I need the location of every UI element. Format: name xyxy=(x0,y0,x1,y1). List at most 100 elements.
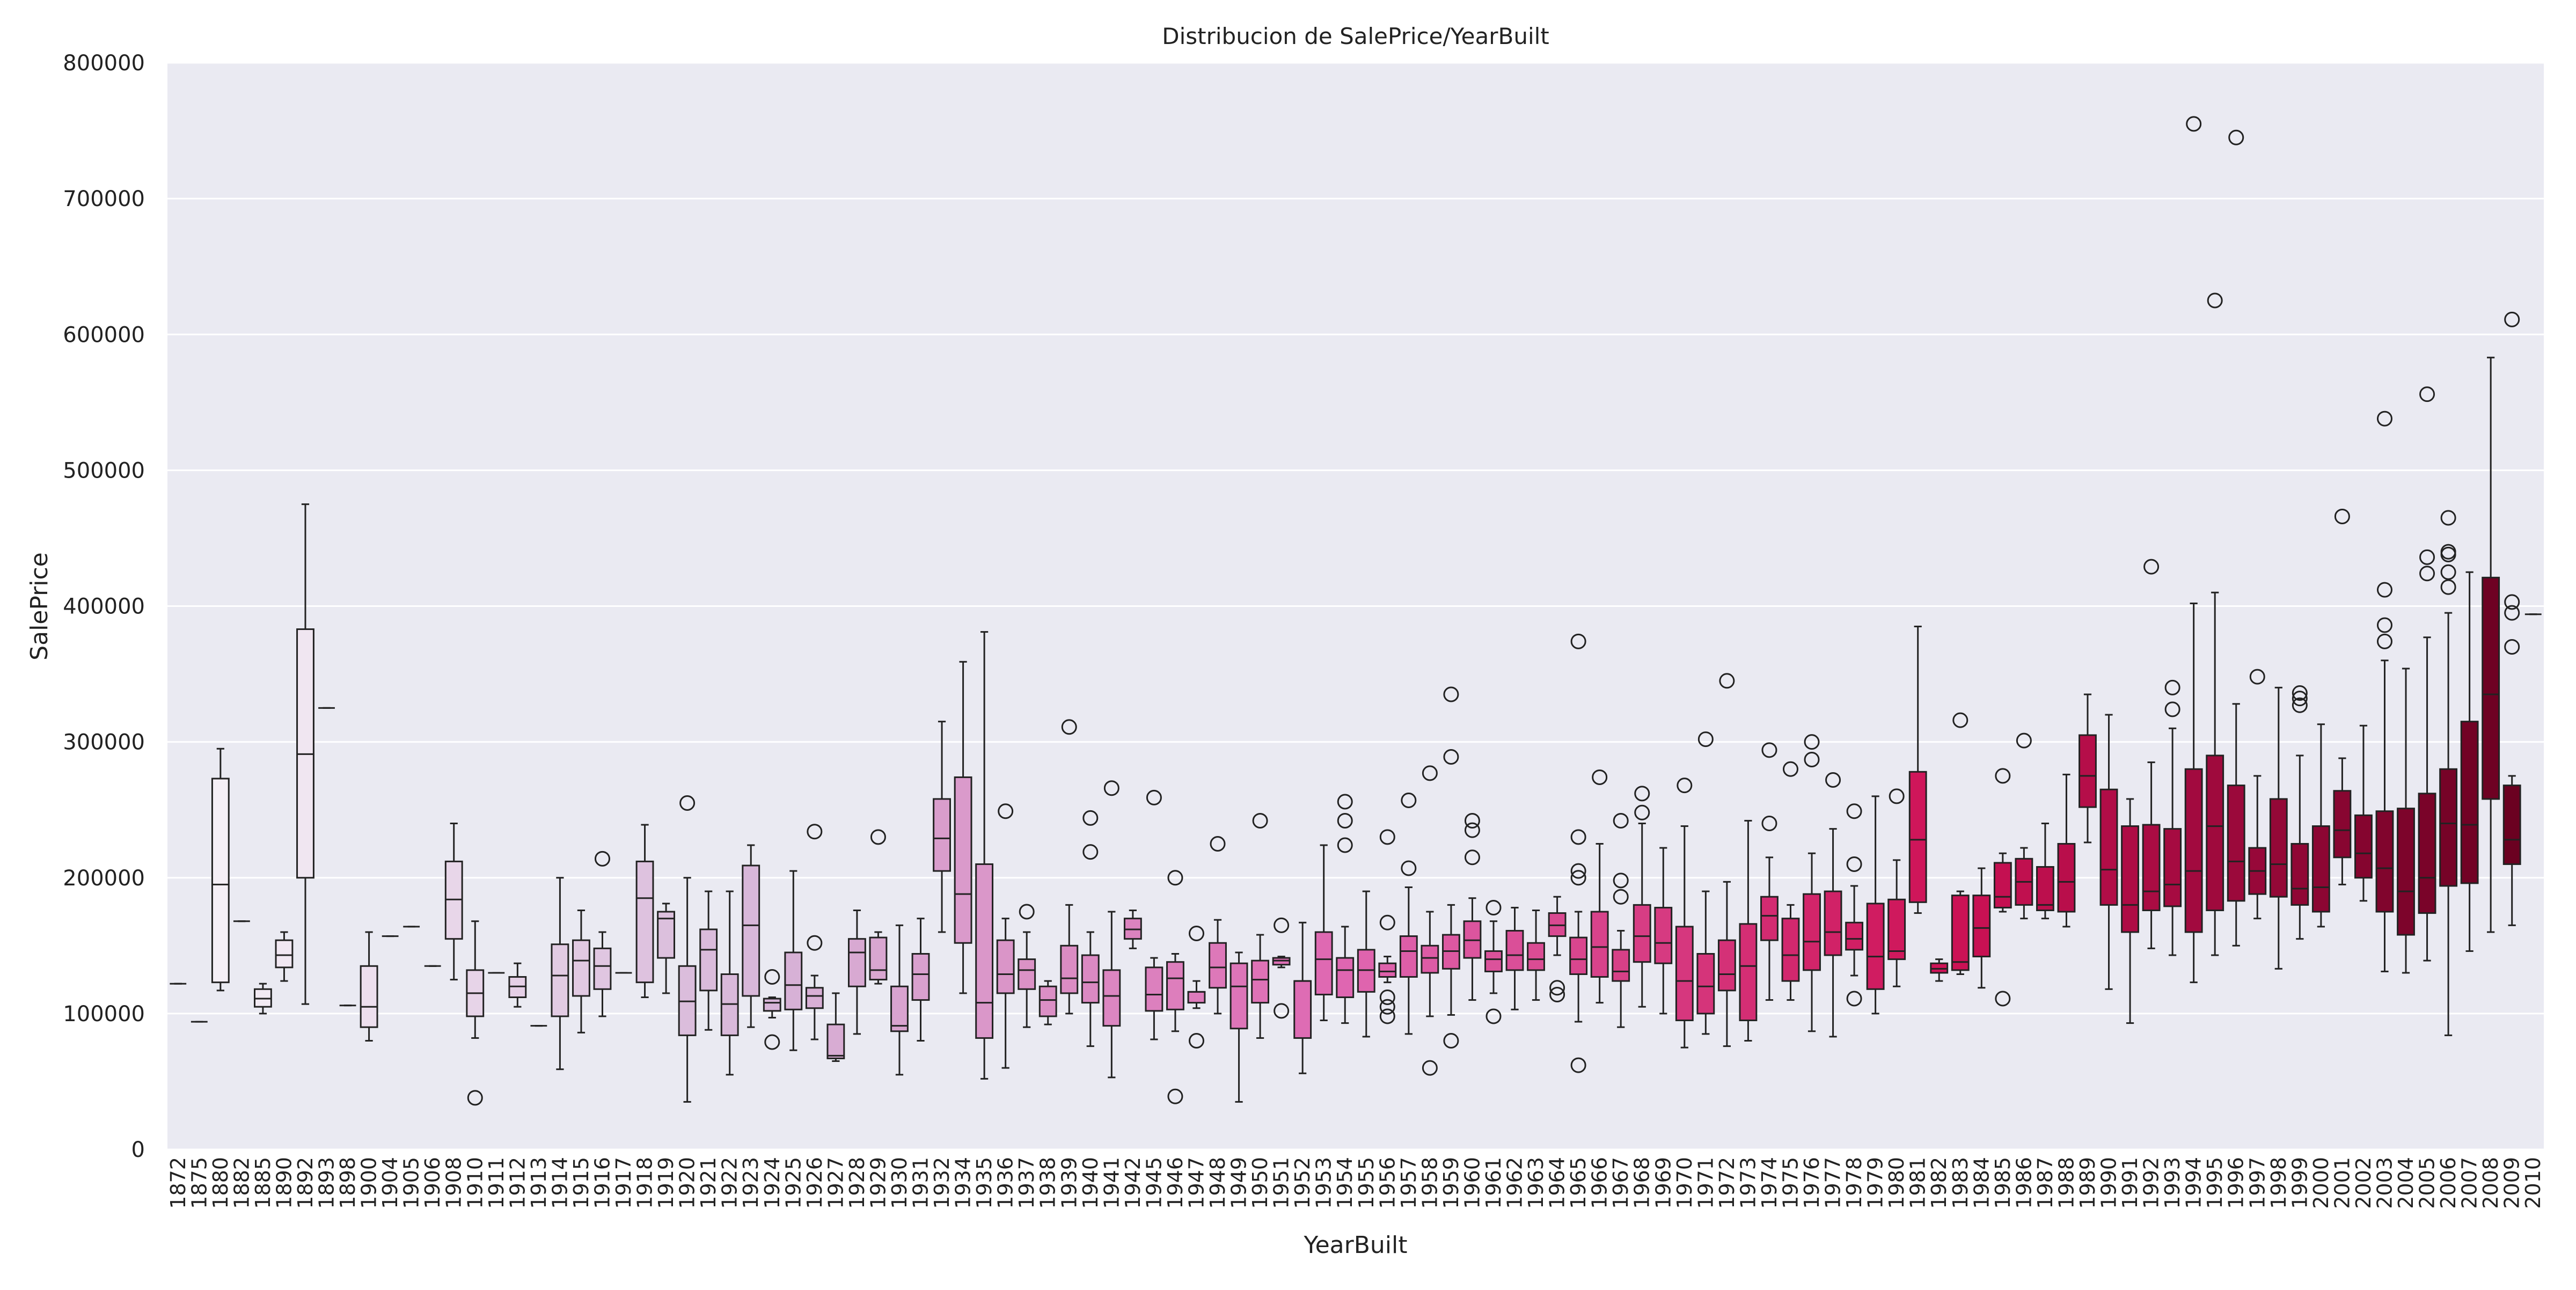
x-tick-label: 1920 xyxy=(676,1157,699,1209)
x-tick-label: 1987 xyxy=(2033,1157,2057,1209)
box-group xyxy=(212,749,229,991)
box-iqr xyxy=(1252,961,1269,1002)
y-tick-label: 0 xyxy=(131,1138,145,1162)
x-tick-label: 1927 xyxy=(824,1157,847,1209)
box-iqr xyxy=(636,861,653,982)
box-iqr xyxy=(2164,829,2181,906)
box-iqr xyxy=(2419,794,2435,913)
x-tick-label: 1997 xyxy=(2245,1157,2269,1209)
box-iqr xyxy=(1506,930,1523,970)
x-tick-label: 1949 xyxy=(1227,1157,1251,1209)
box-iqr xyxy=(1952,896,1968,970)
box-iqr xyxy=(1613,950,1629,981)
x-tick-label: 1999 xyxy=(2288,1157,2311,1209)
box-iqr xyxy=(2143,825,2160,910)
box-iqr xyxy=(361,966,377,1027)
y-tick-label: 400000 xyxy=(63,595,145,619)
x-tick-label: 1946 xyxy=(1163,1157,1187,1209)
x-tick-label: 1937 xyxy=(1015,1157,1038,1209)
x-tick-label: 1931 xyxy=(909,1157,933,1209)
x-tick-label: 2003 xyxy=(2373,1157,2396,1209)
x-tick-label: 1953 xyxy=(1312,1157,1336,1209)
x-tick-label: 2001 xyxy=(2330,1157,2354,1209)
x-tick-label: 1923 xyxy=(739,1157,763,1209)
box-iqr xyxy=(1591,912,1608,977)
x-tick-label: 1976 xyxy=(1800,1157,1824,1209)
x-tick-label: 1977 xyxy=(1821,1157,1845,1209)
x-tick-label: 1906 xyxy=(421,1157,444,1209)
x-tick-label: 1940 xyxy=(1079,1157,1102,1209)
x-tick-label: 2010 xyxy=(2521,1157,2545,1209)
x-tick-label: 1989 xyxy=(2076,1157,2099,1209)
box-iqr xyxy=(1400,936,1417,977)
box-iqr xyxy=(2461,722,2478,883)
x-tick-label: 1900 xyxy=(357,1157,381,1209)
box-iqr xyxy=(955,777,971,943)
box-iqr xyxy=(1146,967,1162,1011)
x-tick-label: 1898 xyxy=(336,1157,360,1209)
x-tick-label: 1947 xyxy=(1184,1157,1208,1209)
box-iqr xyxy=(2504,786,2520,864)
x-tick-label: 1965 xyxy=(1567,1157,1590,1209)
box-iqr xyxy=(764,999,780,1011)
x-tick-label: 1984 xyxy=(1970,1157,1993,1209)
box-iqr xyxy=(2185,769,2202,932)
x-tick-label: 1971 xyxy=(1694,1157,1717,1209)
box-iqr xyxy=(1973,896,1990,957)
y-tick-label: 500000 xyxy=(63,458,145,483)
box-iqr xyxy=(1761,897,1778,940)
box-iqr xyxy=(1825,891,1841,955)
box-iqr xyxy=(997,940,1014,993)
x-tick-label: 1969 xyxy=(1651,1157,1675,1209)
box-iqr xyxy=(806,988,823,1008)
x-tick-label: 1956 xyxy=(1375,1157,1399,1209)
box-iqr xyxy=(1570,937,1587,974)
x-tick-label: 1928 xyxy=(845,1157,869,1209)
x-tick-label: 1970 xyxy=(1673,1157,1696,1209)
x-tick-label: 1974 xyxy=(1758,1157,1781,1209)
box-iqr xyxy=(2292,844,2308,905)
x-tick-label: 1975 xyxy=(1779,1157,1802,1209)
box-iqr xyxy=(1994,863,2011,908)
x-tick-label: 1872 xyxy=(166,1157,190,1209)
box-iqr xyxy=(1697,954,1714,1014)
x-tick-labels: 1872187518801882188518901892189318981900… xyxy=(166,1157,2545,1209)
box-iqr xyxy=(1485,951,1502,971)
x-tick-label: 1890 xyxy=(272,1157,296,1209)
x-tick-label: 1978 xyxy=(1842,1157,1866,1209)
box-iqr xyxy=(1061,945,1078,993)
box-iqr xyxy=(2101,789,2117,905)
box-iqr xyxy=(1210,943,1226,988)
x-tick-label: 1922 xyxy=(718,1157,742,1209)
x-tick-label: 1968 xyxy=(1630,1157,1654,1209)
y-tick-label: 100000 xyxy=(63,1002,145,1027)
x-tick-label: 1993 xyxy=(2161,1157,2184,1209)
y-tick-label: 200000 xyxy=(63,866,145,891)
box-iqr xyxy=(891,986,908,1031)
box-iqr xyxy=(2440,769,2457,886)
y-tick-labels: 0 100000 200000 300000 400000 500000 600000 700… xyxy=(63,51,145,1162)
x-tick-label: 1985 xyxy=(1991,1157,2015,1209)
x-tick-label: 1960 xyxy=(1460,1157,1484,1209)
x-tick-label: 1998 xyxy=(2267,1157,2290,1209)
box-iqr xyxy=(573,940,590,996)
x-tick-label: 1948 xyxy=(1206,1157,1230,1209)
x-tick-label: 1932 xyxy=(930,1157,954,1209)
x-tick-label: 1966 xyxy=(1588,1157,1612,1209)
x-tick-label: 2002 xyxy=(2352,1157,2375,1209)
x-tick-label: 1930 xyxy=(888,1157,911,1209)
box-iqr xyxy=(2058,844,2075,912)
x-tick-label: 1921 xyxy=(697,1157,720,1209)
box-iqr xyxy=(1889,899,1905,959)
box-iqr xyxy=(552,944,568,1016)
box-iqr xyxy=(1846,922,1863,950)
x-tick-label: 1936 xyxy=(994,1157,1018,1209)
box-iqr xyxy=(1294,981,1311,1038)
box-iqr xyxy=(2483,577,2499,799)
x-tick-label: 1925 xyxy=(781,1157,805,1209)
box-iqr xyxy=(1782,919,1799,981)
box-iqr xyxy=(700,929,717,991)
y-tick-label: 700000 xyxy=(63,187,145,211)
